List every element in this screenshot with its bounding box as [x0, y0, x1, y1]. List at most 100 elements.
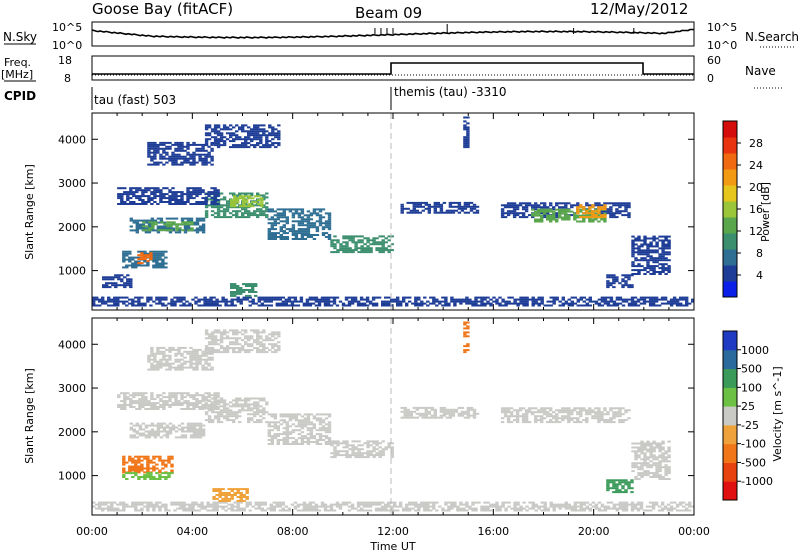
power-cell [163, 223, 167, 226]
power-cell [151, 225, 155, 228]
power-cell [314, 296, 319, 299]
velocity-cell [253, 329, 257, 332]
velocity-cell [137, 469, 141, 472]
power-cell [475, 205, 480, 208]
velocity-cell [270, 439, 274, 441]
power-cell [506, 212, 511, 215]
velocity-cell [293, 501, 298, 504]
velocity-cell [311, 509, 316, 512]
power-cell [122, 296, 126, 299]
velocity-cell [219, 415, 224, 418]
velocity-cell [244, 349, 248, 352]
power-cell [603, 300, 608, 303]
velocity-cell [177, 428, 182, 431]
power-cell [245, 195, 249, 198]
power-cell [621, 284, 625, 287]
velocity-cell [320, 501, 325, 504]
power-cell [116, 298, 120, 301]
power-cell [266, 300, 270, 303]
power-cell [649, 265, 653, 268]
power-cell [585, 298, 589, 301]
power-cell [189, 143, 193, 146]
power-cell [291, 230, 296, 233]
power-cell [384, 304, 388, 307]
velocity-cell [210, 352, 214, 355]
power-cell [342, 249, 346, 252]
power-cell [381, 302, 385, 305]
power-cell [168, 195, 172, 198]
power-cell [150, 163, 154, 166]
power-cell [588, 206, 592, 209]
power-cell [257, 304, 261, 307]
velocity-cell [210, 333, 215, 336]
power-cell [274, 142, 278, 145]
velocity-cell [225, 411, 230, 414]
velocity-cell [429, 509, 433, 512]
velocity-cell [219, 337, 224, 340]
power-cell [402, 298, 406, 301]
power-cell [158, 264, 162, 267]
velocity-cell [152, 455, 156, 458]
power-cell [271, 132, 275, 135]
velocity-cell [315, 429, 320, 432]
power-cell [149, 254, 153, 257]
power-cell [667, 253, 671, 256]
power-cell [624, 214, 628, 217]
power-cell [521, 214, 526, 217]
power-cell [330, 239, 334, 242]
velocity-cell [143, 476, 147, 478]
power-cell [138, 219, 143, 222]
velocity-cell [320, 503, 325, 506]
power-cell [291, 238, 296, 240]
power-cell [323, 296, 328, 299]
power-cell [114, 284, 118, 287]
power-cell [143, 250, 147, 253]
velocity-cell [195, 428, 200, 431]
velocity-cell [273, 417, 277, 420]
velocity-cell [306, 413, 311, 416]
velocity-cell [185, 507, 189, 510]
velocity-cell [186, 406, 190, 408]
power-cell [387, 300, 391, 303]
velocity-cell [207, 405, 212, 408]
velocity-cell [189, 396, 193, 399]
power-cell [291, 226, 296, 229]
velocity-cell [153, 360, 157, 363]
velocity-cell [330, 456, 334, 459]
power-cell [664, 245, 668, 248]
velocity-cell [669, 509, 674, 512]
power-cell [643, 237, 647, 240]
power-cell [204, 199, 208, 201]
velocity-cell [201, 350, 205, 353]
velocity-cell [278, 509, 282, 512]
velocity-cell [235, 399, 239, 402]
power-cell [466, 142, 470, 145]
velocity-cell [332, 503, 337, 506]
velocity-cell [564, 507, 568, 510]
power-cell [573, 204, 577, 207]
velocity-cell [552, 509, 556, 512]
power-cell [156, 231, 161, 234]
velocity-cell [204, 392, 208, 395]
power-cell [537, 302, 541, 305]
power-cell [664, 263, 668, 266]
power-cell [339, 243, 343, 246]
power-cell [195, 231, 200, 234]
power-cell [247, 216, 251, 219]
velocity-cell [285, 427, 289, 430]
power-cell [104, 302, 108, 305]
power-cell [259, 136, 263, 139]
power-cell [101, 300, 105, 303]
power-cell [531, 214, 535, 217]
velocity-cell [270, 443, 274, 445]
power-cell [415, 209, 419, 212]
velocity-cell [528, 501, 532, 504]
velocity-cell [206, 509, 210, 512]
power-cell [147, 147, 151, 150]
power-cell [426, 304, 430, 307]
power-cell [631, 265, 635, 268]
power-cell [165, 201, 169, 203]
power-cell [500, 214, 505, 217]
velocity-cell [137, 476, 141, 478]
velocity-cell [210, 421, 215, 424]
